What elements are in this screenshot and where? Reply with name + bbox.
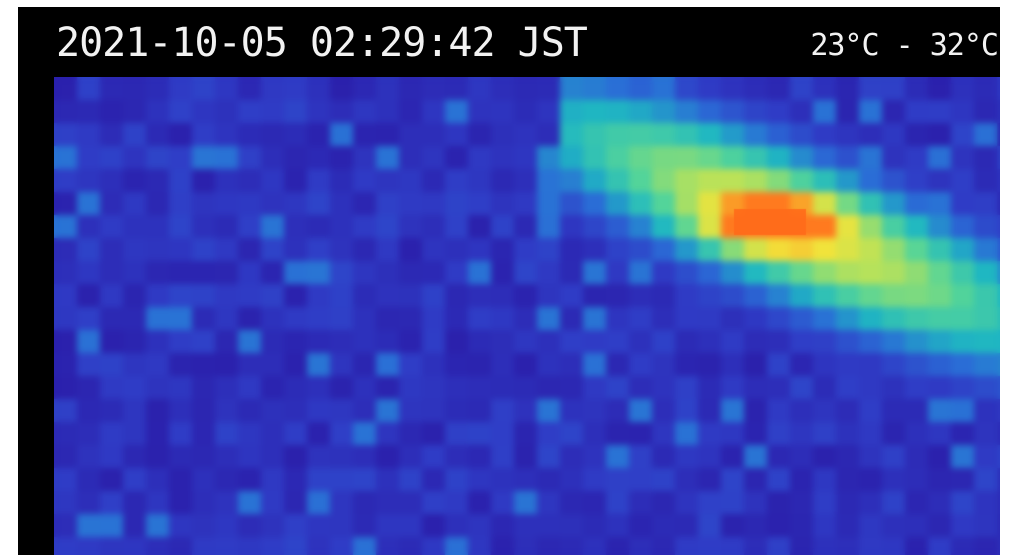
- thermal-camera-frame: 2021-10-05 02:29:42 JST 23°C - 32°C: [18, 7, 1000, 555]
- thermal-heatmap-canvas: [54, 77, 1000, 555]
- overlay-header-bar: 2021-10-05 02:29:42 JST 23°C - 32°C: [18, 7, 1000, 77]
- thermal-image: [54, 77, 1000, 555]
- timestamp-label: 2021-10-05 02:29:42 JST: [56, 20, 588, 66]
- temperature-range-label: 23°C - 32°C: [810, 28, 999, 63]
